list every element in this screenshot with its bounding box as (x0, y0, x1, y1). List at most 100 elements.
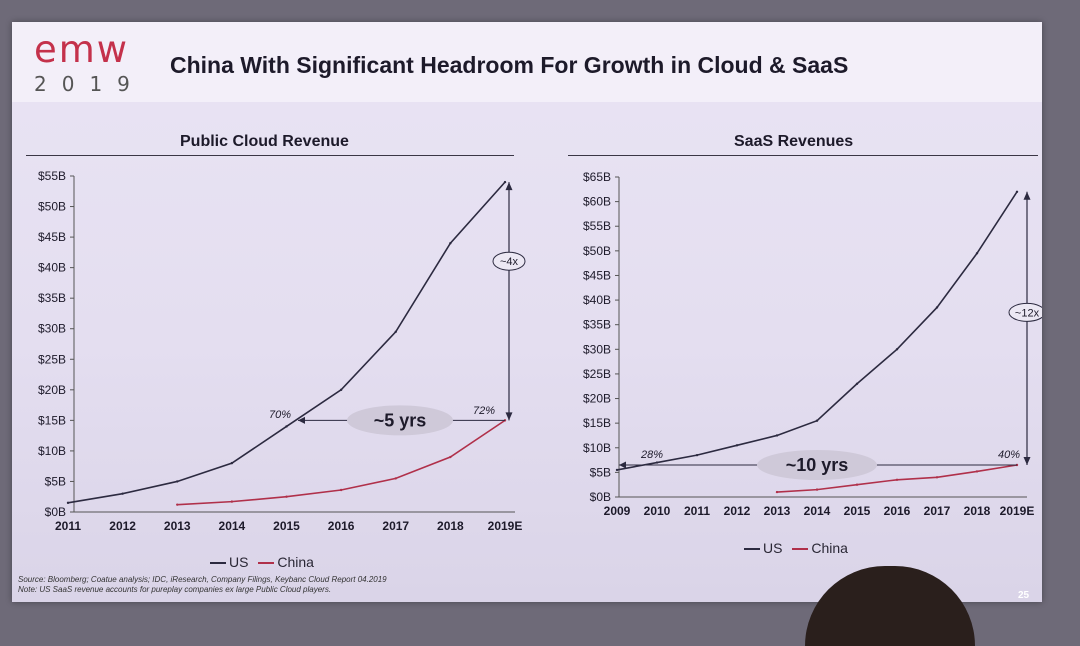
multiple-arrowhead-top (1023, 191, 1031, 200)
note-text: Note: US SaaS revenue accounts for purep… (18, 585, 332, 594)
x-tick-label: 2011 (55, 519, 81, 533)
x-tick-label: 2014 (219, 519, 246, 533)
data-point-us (855, 382, 859, 385)
x-tick-label: 2019E (488, 519, 523, 533)
data-point-china (230, 500, 234, 503)
gap-label: ~10 yrs (786, 455, 849, 475)
source-text: Source: Bloomberg; Coatue analysis; IDC,… (18, 575, 387, 584)
data-point-us (394, 330, 397, 333)
multiple-label: ~12x (1015, 307, 1040, 319)
left-percent-label: 28% (640, 449, 663, 461)
data-point-china (394, 477, 397, 480)
gap-label-bubble (347, 405, 453, 436)
gap-label: ~5 yrs (374, 410, 427, 430)
right-percent-label: 40% (998, 449, 1020, 461)
x-tick-label: 2012 (109, 519, 136, 533)
legend-label-china: China (811, 540, 848, 556)
x-tick-label: 2016 (328, 519, 355, 533)
y-tick-label: $25B (583, 367, 611, 381)
data-point-china (975, 470, 979, 473)
data-point-us (655, 461, 659, 464)
gap-label-bubble (757, 450, 877, 480)
data-point-us (935, 306, 939, 309)
slide: emw 2019 China With Significant Headroom… (12, 22, 1042, 602)
data-point-china (176, 503, 179, 506)
right-percent-label: 72% (473, 405, 495, 417)
x-tick-label: 2019E (1000, 504, 1035, 518)
y-tick-label: $10B (583, 441, 611, 455)
y-tick-label: $40B (38, 261, 66, 275)
gap-arrowhead (298, 416, 305, 424)
data-point-us (503, 180, 507, 184)
saas-chart: $0B $5B $10B $15B $20B $25B $30B $35B $40B $45B $5… (583, 170, 1042, 518)
x-tick-label: 2011 (684, 504, 710, 518)
data-point-china (285, 495, 288, 498)
x-tick-label: 2017 (924, 504, 951, 518)
x-tick-label: 2012 (724, 504, 751, 518)
x-tick-label: 2017 (382, 519, 409, 533)
y-tick-label: $20B (583, 392, 611, 406)
chart-title-public-cloud: Public Cloud Revenue (180, 133, 349, 150)
data-point-us (176, 480, 179, 483)
data-point-us (66, 501, 70, 505)
data-point-us (339, 388, 343, 392)
y-tick-label: $45B (583, 268, 611, 282)
data-point-china (895, 478, 899, 481)
x-tick-label: 2018 (964, 504, 991, 518)
x-tick-label: 2013 (164, 519, 191, 533)
source-note: Source: Bloomberg; Coatue analysis; IDC,… (18, 575, 387, 595)
y-tick-label: $15B (38, 413, 66, 427)
y-tick-label: $50B (583, 244, 611, 258)
data-point-us (815, 419, 819, 422)
chart-rule (568, 155, 1038, 156)
series-line-china (177, 419, 506, 506)
data-point-us (695, 453, 699, 457)
left-percent-label: 70% (269, 409, 291, 421)
data-point-us (975, 252, 979, 255)
legend-swatch-china (258, 562, 275, 565)
data-point-china (449, 455, 452, 459)
y-tick-label: $55B (583, 219, 611, 233)
legend-swatch-us (744, 548, 760, 551)
y-tick-label: $0B (590, 490, 611, 504)
data-point-us (121, 492, 124, 495)
y-tick-label: $65B (583, 170, 611, 184)
data-point-us (895, 348, 899, 351)
y-tick-label: $5B (45, 474, 66, 488)
data-point-us (1015, 190, 1019, 193)
multiple-arrowhead-bottom (1023, 457, 1031, 465)
x-tick-label: 2010 (644, 504, 671, 518)
data-point-china (775, 490, 779, 494)
slide-title: China With Significant Headroom For Grow… (170, 52, 849, 78)
y-tick-label: $25B (38, 352, 66, 366)
y-tick-label: $45B (38, 230, 66, 244)
x-tick-label: 2009 (604, 504, 631, 518)
x-tick-label: 2018 (437, 519, 464, 533)
legend-label-china: China (277, 554, 314, 570)
legend-swatch-us (210, 562, 226, 565)
y-tick-label: $40B (583, 293, 611, 307)
y-tick-label: $0B (45, 505, 66, 519)
y-tick-label: $35B (583, 318, 611, 332)
y-tick-label: $5B (590, 465, 611, 479)
page-number: 25 (1018, 590, 1030, 601)
data-point-china (855, 483, 859, 486)
data-point-us (449, 242, 452, 245)
public-cloud-chart: $0B $5B $10B $15B $20B $25B $30B $35B $40B $45B $5… (38, 169, 526, 533)
x-tick-label: 2016 (884, 504, 911, 518)
legend-swatch-china (792, 548, 809, 551)
y-tick-label: $10B (38, 444, 66, 458)
slide-header: emw 2019 China With Significant Headroom… (12, 22, 1042, 102)
x-tick-label: 2015 (273, 519, 300, 533)
data-point-china (339, 488, 343, 492)
legend-label-us: US (763, 540, 783, 556)
series-line-us (616, 191, 1018, 471)
data-point-us (230, 461, 234, 465)
legend-label-us: US (229, 554, 249, 570)
emw-logo-year: 2019 (34, 72, 145, 96)
y-tick-label: $50B (38, 200, 66, 214)
data-point-china (815, 488, 819, 491)
data-point-us (285, 425, 288, 428)
data-point-us (775, 434, 779, 437)
y-tick-label: $30B (583, 342, 611, 356)
